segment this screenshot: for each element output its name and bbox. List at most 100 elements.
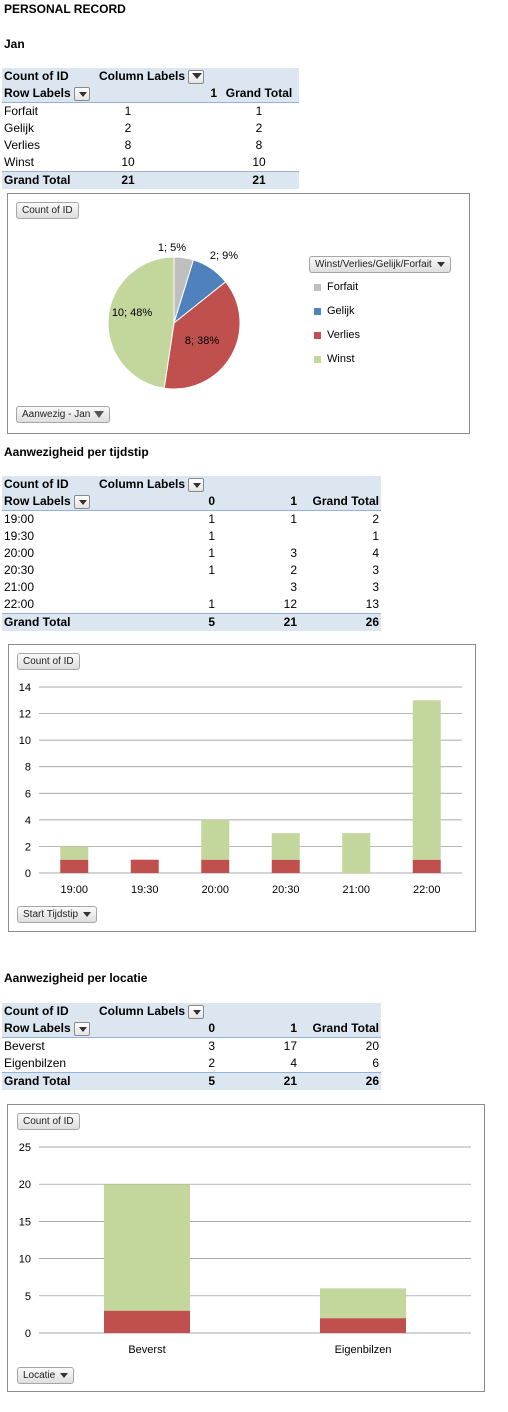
- section-heading-tijdstip: Aanwezigheid per tijdstip: [4, 445, 149, 459]
- bar-chart-tijdstip-svg: 0 2 4 6 8 10 12 14 19:00 19:30 20:00 20:30 21:00 22:0…: [19, 682, 462, 896]
- y-tick-label: 8: [25, 762, 31, 774]
- start-tijdstip-axis-button[interactable]: Start Tijdstip: [17, 906, 98, 923]
- bar-20:00-series-0: [201, 859, 230, 873]
- col-header-1: 1: [130, 85, 219, 103]
- funnel-icon: [94, 410, 105, 418]
- row-labels-header[interactable]: Row Labels: [2, 85, 97, 103]
- x-tick-label: 20:30: [272, 884, 300, 896]
- grand-total-row: Grand Total 5 21 26: [2, 613, 381, 631]
- y-tick-label: 15: [19, 1216, 31, 1228]
- y-tick-label: 4: [25, 815, 31, 827]
- count-of-id-button[interactable]: Count of ID: [16, 202, 79, 219]
- pie-data-label: 8; 38%: [185, 335, 219, 347]
- grand-total-row: Grand Total 5 21 26: [2, 1072, 381, 1090]
- table-row: 19:30 1 1: [4, 529, 379, 543]
- pie-data-label: 2; 9%: [210, 250, 238, 262]
- bar-chart-tijdstip[interactable]: 0 2 4 6 8 10 12 14 19:00 19:30 20:00 20:30 21:00 22:0…: [8, 644, 476, 932]
- pivot-table-locatie: Count of ID Column Labels Row Labels 0 1…: [2, 1003, 381, 1090]
- table-row: 20:00 1 3 4: [4, 546, 379, 560]
- table-row: 22:00 1 12 13: [4, 597, 379, 611]
- bar-Eigenbilzen-series-1: [320, 1288, 406, 1319]
- table-row: 21:00 3 3: [4, 580, 379, 594]
- aanwezig-filter-button[interactable]: Aanwezig - Jan: [16, 406, 111, 423]
- bar-chart-locatie[interactable]: 0 5 10 15 20 25 Beverst Eigenbilzen Count of ID…: [7, 1104, 485, 1392]
- legend-swatch: [314, 331, 321, 339]
- y-tick-label: 0: [25, 868, 31, 880]
- legend-swatch: [314, 307, 321, 315]
- measure-label[interactable]: Count of ID: [2, 68, 97, 85]
- column-labels-dropdown-icon[interactable]: [188, 477, 205, 492]
- pie-slice-verlies: [163, 281, 241, 390]
- table-row: 19:00 1 1 2: [4, 512, 379, 526]
- pie-slice-winst: [107, 256, 175, 389]
- column-labels-text: Column Labels: [99, 477, 186, 491]
- legend-item-gelijk: Gelijk: [314, 305, 355, 317]
- bar-19:00-series-0: [60, 859, 89, 873]
- column-labels-header[interactable]: Column Labels: [97, 68, 219, 85]
- bar-Beverst-series-0: [104, 1310, 190, 1333]
- x-tick-label: Beverst: [128, 1344, 165, 1356]
- pie-chart-jan[interactable]: 1; 5% 2; 9% 8; 38% 10; 48% Count of ID Wins…: [7, 193, 470, 434]
- grand-total-header: Grand Total: [219, 85, 299, 103]
- legend-item-verlies: Verlies: [314, 329, 360, 341]
- table-row: Forfait 1 1: [4, 104, 263, 118]
- row-labels-dropdown-icon[interactable]: [73, 1021, 90, 1036]
- y-tick-label: 5: [25, 1291, 31, 1303]
- count-of-id-button[interactable]: Count of ID: [17, 653, 80, 670]
- legend-swatch: [314, 355, 321, 363]
- measure-label[interactable]: Count of ID: [2, 476, 97, 493]
- y-tick-label: 0: [25, 1328, 31, 1340]
- pivot-table-jan: Count of ID Column Labels Row Labels 1 G…: [2, 68, 299, 189]
- page-title: PERSONAL RECORD: [4, 2, 126, 16]
- row-labels-dropdown-icon[interactable]: [73, 86, 90, 101]
- row-labels-dropdown-icon[interactable]: [73, 494, 90, 509]
- y-tick-label: 20: [19, 1179, 31, 1191]
- measure-label[interactable]: Count of ID: [2, 1003, 97, 1020]
- bar-chart-locatie-svg: 0 5 10 15 20 25 Beverst Eigenbilzen: [19, 1142, 471, 1356]
- bar-22:00-series-1: [412, 700, 441, 860]
- column-labels-dropdown-icon[interactable]: [188, 1004, 205, 1019]
- y-tick-label: 10: [19, 735, 31, 747]
- legend-item-winst: Winst: [314, 353, 355, 365]
- legend-item-forfait: Forfait: [314, 281, 358, 293]
- bar-20:30-series-1: [271, 833, 300, 860]
- row-labels-header[interactable]: Row Labels: [2, 493, 97, 511]
- column-filter-icon[interactable]: [188, 69, 205, 84]
- section-heading-locatie: Aanwezigheid per locatie: [4, 971, 148, 985]
- column-labels-text: Column Labels: [99, 69, 186, 83]
- y-tick-label: 25: [19, 1142, 31, 1154]
- bar-19:00-series-1: [60, 846, 89, 860]
- legend-field-button[interactable]: Winst/Verlies/Gelijk/Forfait: [309, 256, 451, 273]
- y-tick-label: 12: [19, 709, 31, 721]
- table-row: Beverst 3 17 20: [4, 1039, 379, 1053]
- chevron-down-icon: [83, 911, 92, 917]
- legend-swatch: [314, 283, 321, 291]
- count-of-id-button[interactable]: Count of ID: [17, 1113, 80, 1130]
- column-labels-header[interactable]: Column Labels: [97, 476, 217, 493]
- table-row: Winst 10 10: [4, 155, 266, 169]
- x-tick-label: 22:00: [413, 884, 441, 896]
- y-tick-label: 2: [25, 841, 31, 853]
- locatie-axis-button[interactable]: Locatie: [17, 1367, 75, 1384]
- table-row: Gelijk 2 2: [4, 121, 263, 135]
- bar-21:00-series-1: [342, 833, 371, 873]
- section-heading-jan: Jan: [4, 37, 25, 51]
- y-tick-label: 14: [19, 682, 31, 694]
- column-labels-header[interactable]: Column Labels: [97, 1003, 217, 1020]
- header-empty-cell: [219, 68, 299, 85]
- pie-data-label: 10; 48%: [112, 307, 153, 319]
- x-tick-label: 19:00: [60, 884, 88, 896]
- bar-22:00-series-0: [412, 859, 441, 873]
- bar-19:30-series-0: [130, 859, 159, 873]
- y-tick-label: 6: [25, 788, 31, 800]
- pie-chart-svg: 1; 5% 2; 9% 8; 38% 10; 48%: [107, 242, 241, 390]
- x-tick-label: Eigenbilzen: [335, 1344, 392, 1356]
- row-labels-text: Row Labels: [4, 86, 71, 100]
- chevron-down-icon: [60, 1372, 69, 1378]
- row-labels-header[interactable]: Row Labels: [2, 1020, 97, 1038]
- pie-data-label: 1; 5%: [158, 242, 186, 254]
- table-row: 20:30 1 2 3: [4, 563, 379, 577]
- x-tick-label: 19:30: [131, 884, 159, 896]
- grand-total-row: Grand Total 21 21: [2, 171, 299, 189]
- pivot-table-tijdstip: Count of ID Column Labels Row Labels 0 1…: [2, 476, 381, 631]
